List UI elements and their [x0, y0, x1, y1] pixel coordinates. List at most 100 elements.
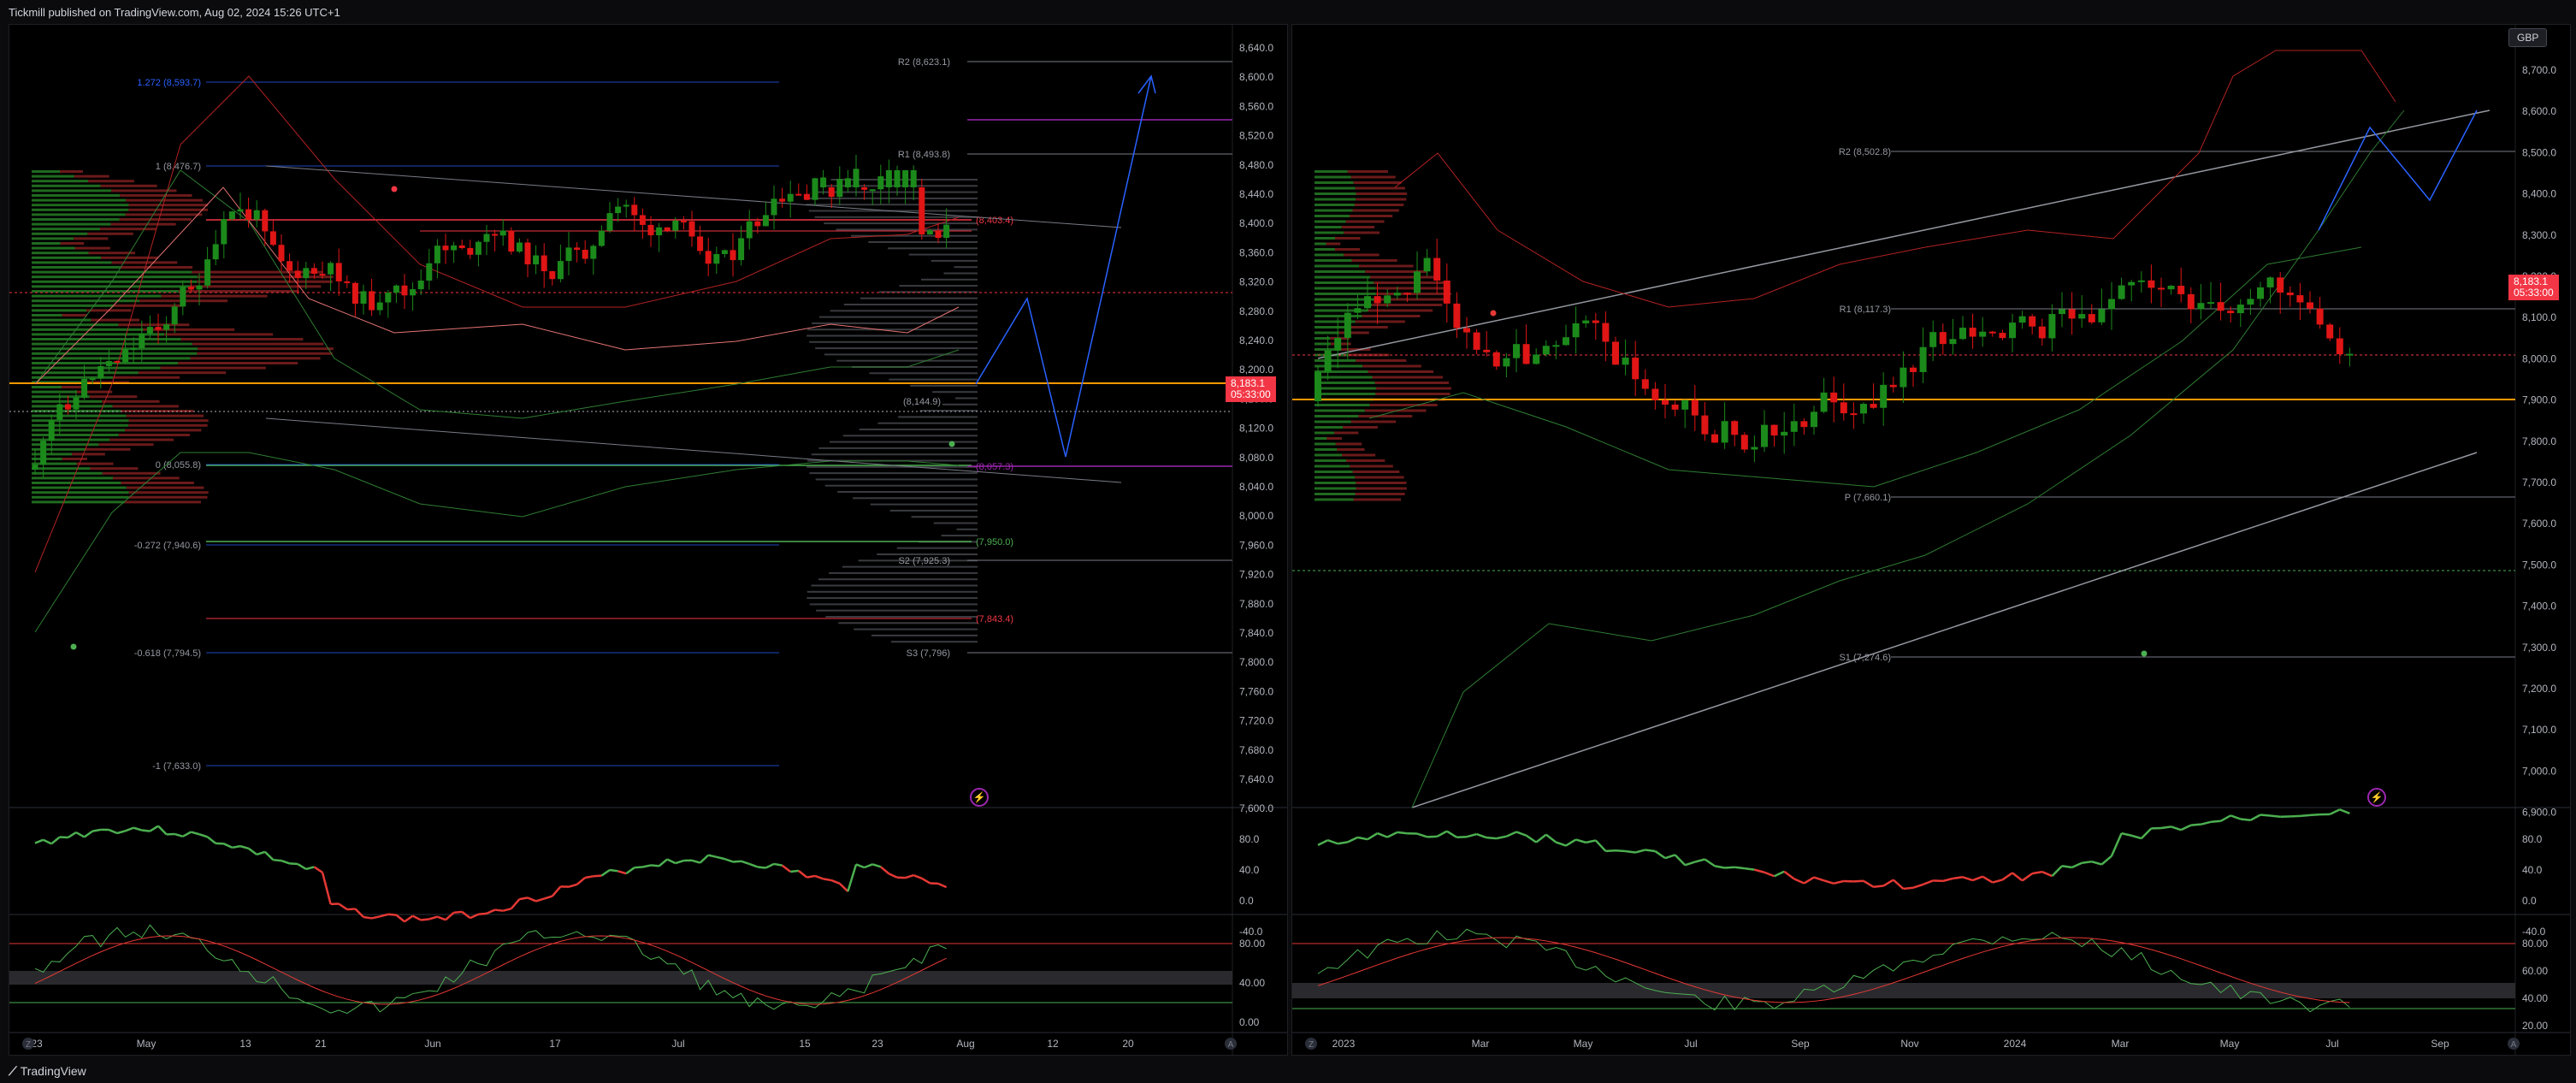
right-chart-canvas[interactable]: 8,700.08,600.08,500.08,400.08,300.08,200… [1292, 25, 2570, 1055]
volume-profile-bar [1356, 192, 1407, 195]
candle-body [180, 287, 186, 307]
rsi-line [321, 872, 332, 905]
price-axis-label: 7,500.0 [2522, 559, 2556, 571]
session-volume-bar [921, 278, 978, 281]
session-volume-bar [837, 491, 978, 493]
rsi-line [1575, 838, 1586, 844]
price-axis-label: 7,760.0 [1239, 685, 1273, 697]
rsi-line [798, 869, 808, 879]
candle-body [1483, 349, 1491, 352]
price-axis-label: 7,960.0 [1239, 539, 1273, 551]
volume-profile-bar [32, 462, 77, 465]
candle-body [730, 250, 736, 261]
price-axis-label: 7,600.0 [2522, 518, 2556, 530]
rsi-line [1873, 885, 1884, 889]
volume-profile-bar [112, 405, 179, 408]
volume-profile-bar [138, 371, 227, 375]
timezone-icon [1305, 1038, 1317, 1050]
rsi-line [765, 862, 775, 869]
volume-profile-bar [1315, 259, 1352, 262]
volume-profile-bar [1368, 370, 1434, 373]
left-chart-canvas[interactable]: 8,640.0 8,600.0 8,560.0 8,520.0 8,480.0 8,440… [9, 25, 1287, 1055]
tradingview-logo-icon[interactable]: ⟋ TradingView [9, 1064, 86, 1078]
candle-body [1929, 332, 1937, 347]
volume-profile-bar [118, 323, 190, 327]
rsi-line [888, 873, 898, 879]
candle-body [2048, 314, 2056, 339]
session-volume-bar [809, 603, 978, 606]
rsi-line [2001, 872, 2013, 881]
left-chart-panel[interactable]: 8,640.0 8,600.0 8,560.0 8,520.0 8,480.0 8,440… [9, 24, 1288, 1056]
session-volume-bar [811, 453, 978, 456]
rsi-line [1774, 870, 1785, 878]
price-axis-label: 8,600.0 [2522, 105, 2556, 117]
rsi-line [338, 902, 348, 911]
volume-profile-bar [32, 399, 103, 403]
rsi-line [1486, 836, 1497, 840]
volume-profile-bar [1338, 331, 1369, 334]
volume-profile-bar [1315, 470, 1353, 473]
rsi-line [313, 866, 323, 873]
volume-profile-bar [1315, 337, 1331, 340]
rsi-line [83, 830, 93, 838]
price-axis-label: 7,200.0 [2522, 683, 2556, 695]
rsi-line [871, 863, 882, 868]
volume-profile-bar [1352, 209, 1399, 212]
candle-body [2118, 285, 2125, 299]
rsi-line [1615, 849, 1626, 853]
volume-profile-bar [1315, 237, 1336, 240]
session-volume-bar [877, 553, 978, 555]
candle-body [1334, 337, 1342, 351]
rsi-line [297, 862, 307, 870]
currency-button[interactable]: GBP [2508, 28, 2548, 47]
price-axis-label: 8,040.0 [1239, 481, 1273, 493]
rsi-line [2210, 820, 2221, 824]
volume-profile-bar [32, 314, 62, 317]
volume-profile-bar [1374, 382, 1450, 384]
rsi-line [116, 830, 126, 835]
candle-body [1691, 399, 1699, 416]
time-axis-label: 23 [31, 1038, 43, 1050]
right-chart-panel[interactable]: 8,700.08,600.08,500.08,400.08,300.08,200… [1291, 24, 2571, 1056]
volume-profile-bar [32, 476, 113, 480]
volume-profile-bar [1358, 415, 1413, 417]
rsi-line [223, 843, 233, 849]
left-lightning-icon[interactable]: ⚡ [970, 788, 989, 807]
rsi-line [1367, 832, 1379, 841]
session-volume-bar [888, 247, 978, 250]
brand-label: TradingView [20, 1064, 86, 1078]
rsi-line [1714, 865, 1725, 869]
rsi-line [75, 831, 86, 838]
candle-body [2207, 302, 2214, 305]
pivot-label: R1 (8,493.8) [898, 150, 950, 160]
rsi-line [2130, 834, 2142, 840]
volume-profile-bar [32, 434, 119, 436]
rsi-line [2082, 860, 2092, 864]
price-axis-label: 8,360.0 [1239, 246, 1273, 258]
candle-body [1582, 320, 1590, 324]
session-volume-bar [908, 253, 978, 256]
volume-profile-bar [126, 414, 204, 417]
price-axis-label: 7,300.0 [2522, 642, 2556, 654]
candle-body [1463, 328, 1470, 333]
volume-profile-bar [32, 438, 110, 441]
right-lightning-icon[interactable]: ⚡ [2367, 788, 2386, 807]
volume-profile-bar [114, 304, 182, 307]
session-volume-bar [829, 441, 978, 443]
volume-profile-bar [1315, 242, 1326, 246]
candle-body [303, 268, 310, 279]
candle-body [656, 227, 663, 236]
session-volume-bar [910, 384, 978, 387]
session-volume-bar [891, 641, 978, 643]
session-volume-bar [824, 484, 978, 487]
candle-body [1492, 352, 1500, 367]
stoch-axis-label: 40.00 [2522, 992, 2548, 1004]
candle-body [1949, 339, 1957, 345]
volume-profile-bar [1347, 326, 1388, 328]
rsi-line [650, 864, 659, 867]
time-axis-label: Nov [1900, 1038, 1918, 1050]
volume-profile-bar [1315, 204, 1355, 206]
price-axis-label: 8,200.0 [1239, 364, 1273, 376]
candle-body [943, 224, 950, 239]
rsi-line [913, 873, 923, 879]
